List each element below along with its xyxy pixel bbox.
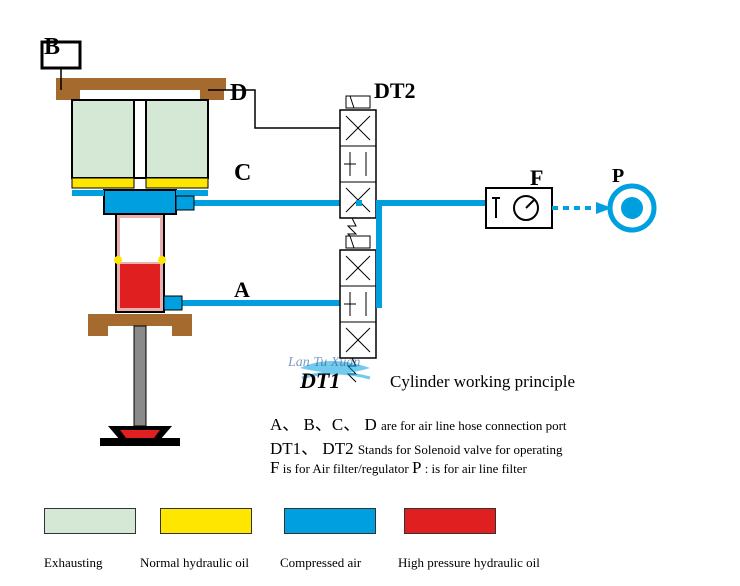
legend-swatch-0 (44, 508, 136, 534)
label-d: D (230, 80, 247, 107)
filter-p (610, 186, 654, 230)
label-dt1: DT1 (300, 368, 340, 394)
legend-swatch-2 (284, 508, 376, 534)
regulator-f (486, 188, 552, 228)
label-b: B (44, 34, 60, 61)
label-a: A (234, 277, 250, 303)
legend-label-3: High pressure hydraulic oil (398, 555, 540, 571)
legend-swatch-3 (404, 508, 496, 534)
valve-dt2 (340, 96, 376, 242)
label-f: F (530, 165, 543, 191)
note-line-1: DT1、 DT2 Stands for Solenoid valve for o… (270, 434, 563, 459)
legend-label-1: Normal hydraulic oil (140, 555, 249, 571)
legend-label-0: Exhausting (44, 555, 103, 571)
diagram-title: Cylinder working principle (390, 372, 575, 392)
label-p: P (612, 165, 624, 188)
label-c: C (234, 160, 251, 187)
legend-label-2: Compressed air (280, 555, 361, 571)
label-dt2: DT2 (374, 78, 416, 104)
note-line-2: F is for Air filter/regulator P : is for… (270, 458, 527, 478)
note-line-0: A、 B、C、 D are for air line hose connecti… (270, 410, 567, 435)
legend-swatch-1 (160, 508, 252, 534)
watermark-text: Lan Tu Xuan (288, 355, 360, 371)
